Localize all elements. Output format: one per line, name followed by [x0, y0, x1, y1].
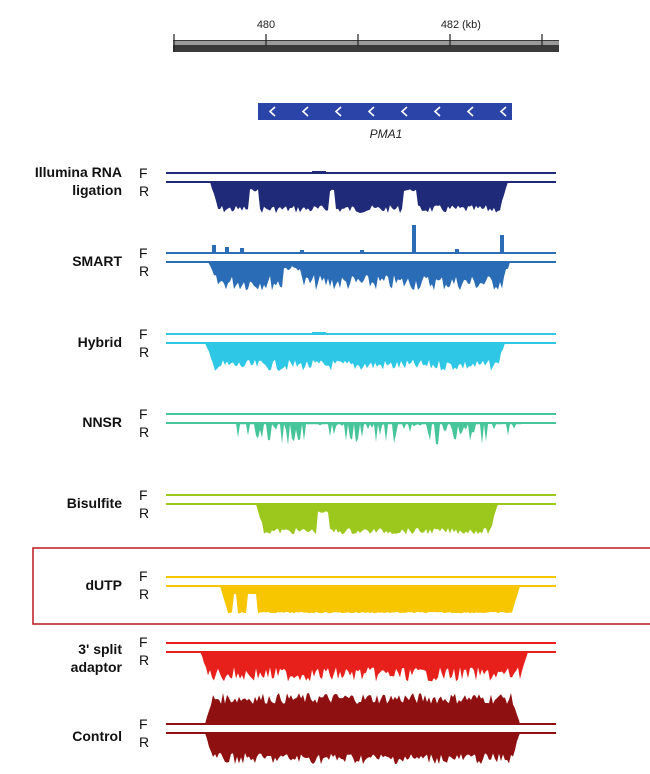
track-label-split-line2: adaptor [71, 659, 123, 675]
strand-f-dutp: F [139, 568, 148, 584]
gene-arrow-icon [367, 106, 375, 117]
track-label-hybrid: Hybrid [78, 334, 122, 350]
gene-arrow-icon [499, 106, 507, 117]
ruler-unit-label: (kb) [462, 19, 481, 31]
gene-strand-arrows [268, 106, 507, 117]
track-control [166, 692, 556, 765]
forward-coverage-trace [312, 332, 326, 334]
forward-peak [240, 248, 244, 253]
strand-r-dutp: R [139, 586, 149, 602]
forward-peak [360, 250, 364, 253]
reverse-coverage [210, 182, 508, 214]
forward-peak [455, 249, 459, 253]
coverage-tracks [166, 171, 556, 765]
genomic-ruler: 480 482 (kb) [173, 19, 559, 52]
strand-r-smart: R [139, 263, 149, 279]
reverse-coverage [232, 423, 528, 446]
forward-peak [212, 245, 216, 253]
track-smart [166, 225, 556, 291]
track-label-split-line1: 3' split [78, 641, 122, 657]
strand-r-control: R [139, 734, 149, 750]
track-label-dutp: dUTP [85, 577, 122, 593]
strand-f-control: F [139, 716, 148, 732]
reverse-coverage [256, 504, 498, 535]
reverse-coverage [205, 343, 505, 371]
ruler-tick-label-480: 480 [257, 19, 275, 31]
track-label-bisulfite: Bisulfite [67, 495, 122, 511]
ruler-tick-label-482: 482 [441, 19, 459, 31]
strand-labels: F R F R F R F R F R F R F R F R [139, 165, 149, 750]
strand-r-hybrid: R [139, 344, 149, 360]
gene-arrow-icon [400, 106, 408, 117]
track-label-smart: SMART [72, 253, 122, 269]
forward-peak [225, 247, 229, 253]
forward-coverage-trace [312, 171, 326, 173]
gene-arrow-icon [433, 106, 441, 117]
gene-model: PMA1 [258, 103, 512, 141]
gene-bar-pma1 [258, 103, 512, 120]
reverse-coverage [220, 586, 520, 614]
forward-peak [300, 250, 304, 253]
strand-f-nnsr: F [139, 406, 148, 422]
strand-f-hybrid: F [139, 326, 148, 342]
gene-arrow-icon [268, 106, 276, 117]
reverse-coverage [200, 652, 528, 682]
forward-peak [412, 225, 416, 253]
reverse-coverage [205, 733, 520, 765]
strand-f-split: F [139, 634, 148, 650]
reverse-coverage [208, 262, 510, 291]
forward-coverage [205, 692, 520, 724]
strand-r-nnsr: R [139, 424, 149, 440]
gene-name-label: PMA1 [370, 127, 403, 141]
track-illumina [166, 171, 556, 214]
gene-arrow-icon [334, 106, 342, 117]
track-label-illumina-line1: Illumina RNA [35, 164, 122, 180]
track-nnsr [166, 413, 556, 446]
track-labels: Illumina RNA ligation SMART Hybrid NNSR … [35, 164, 123, 744]
track-label-control: Control [72, 728, 122, 744]
track-hybrid [166, 332, 556, 371]
strand-f-bisulfite: F [139, 487, 148, 503]
ruler-highlight [173, 41, 559, 45]
strand-r-bisulfite: R [139, 505, 149, 521]
gene-arrow-icon [301, 106, 309, 117]
strand-f-smart: F [139, 245, 148, 261]
track-split [166, 642, 556, 682]
track-bisulfite [166, 494, 556, 535]
strand-r-split: R [139, 652, 149, 668]
gene-arrow-icon [466, 106, 474, 117]
track-label-illumina-line2: ligation [72, 182, 122, 198]
strand-r-illumina: R [139, 183, 149, 199]
strand-f-illumina: F [139, 165, 148, 181]
track-label-nnsr: NNSR [82, 414, 122, 430]
highlight-box-dutp [32, 547, 650, 625]
forward-peak [500, 235, 504, 253]
track-dutp [166, 576, 556, 614]
